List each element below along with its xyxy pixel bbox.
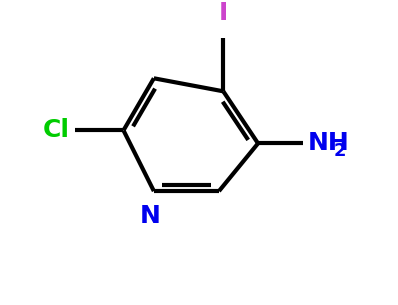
Text: 2: 2 (334, 142, 346, 160)
Text: I: I (219, 1, 228, 25)
Text: Cl: Cl (42, 118, 69, 142)
Text: N: N (140, 204, 161, 228)
Text: NH: NH (307, 131, 349, 155)
